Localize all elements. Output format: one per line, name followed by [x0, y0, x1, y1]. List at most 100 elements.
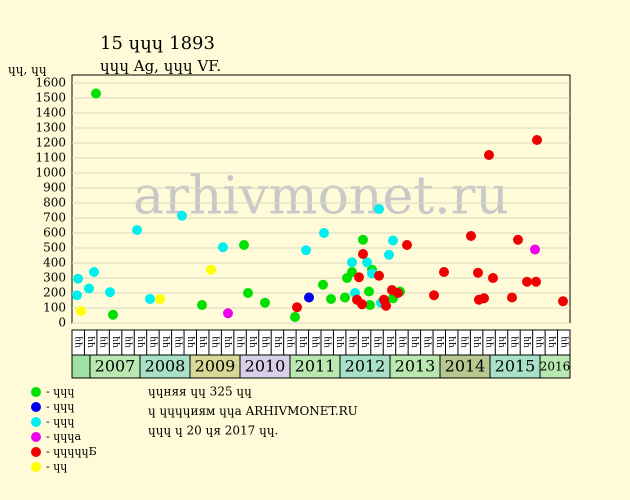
x-tick-label: 2016 [540, 360, 571, 374]
quarter-label: ɥɥ [248, 336, 258, 348]
quarter-label: ɥɥ [86, 336, 96, 348]
y-tick-label: 800 [43, 196, 66, 210]
x-tick-label: 2015 [495, 357, 536, 376]
quarter-label: ɥɥ [460, 336, 470, 348]
quarter-label: ɥɥ [360, 336, 370, 348]
data-point [522, 276, 532, 287]
data-point [73, 273, 83, 284]
legend-label: - ɥɥɥɥɥБ [46, 445, 97, 458]
data-point [402, 240, 412, 250]
data-point [318, 279, 328, 290]
quarter-label: ɥɥ [211, 336, 221, 348]
quarter-label: ɥɥ [522, 336, 532, 348]
x-tick-label: 2010 [245, 357, 286, 376]
legend-label: - ɥɥɥ [46, 385, 74, 398]
quarter-label: ɥɥ [385, 336, 395, 348]
data-point [365, 300, 375, 310]
x-tick-label: 2014 [445, 357, 486, 376]
data-point [301, 245, 311, 256]
x-tick-label: 2009 [195, 357, 236, 376]
quarter-label: ɥɥ [335, 336, 345, 348]
data-point [223, 308, 233, 319]
quarter-label: ɥɥ [260, 336, 270, 348]
quarter-label: ɥɥ [136, 336, 146, 348]
legend-marker [31, 402, 41, 412]
y-tick-label: 1300 [35, 121, 66, 135]
quarter-label: ɥɥ [223, 336, 233, 348]
x-tick-label: 2012 [345, 357, 386, 376]
data-point [319, 228, 329, 238]
quarter-label: ɥɥ [99, 336, 109, 348]
data-point [532, 135, 542, 145]
data-point [358, 249, 368, 259]
y-tick-label: 1400 [35, 106, 66, 120]
data-point [374, 270, 384, 281]
data-point [239, 240, 249, 250]
legend-label: - ɥɥɥ [46, 415, 74, 428]
quarter-label: ɥɥ [435, 336, 445, 348]
data-point [84, 283, 94, 294]
data-point [488, 273, 498, 283]
x-tick-label: 2011 [295, 357, 336, 376]
data-point [105, 287, 115, 298]
y-tick-label: 500 [43, 241, 66, 255]
x-tick-label: 2007 [95, 357, 136, 376]
y-tick-label: 0 [58, 316, 66, 330]
y-tick-label: 400 [43, 256, 66, 270]
data-point [393, 288, 403, 298]
quarter-label: ɥɥ [559, 336, 569, 348]
data-point [132, 225, 142, 235]
data-point [484, 150, 494, 160]
data-point [145, 294, 155, 304]
data-point [429, 290, 439, 301]
quarter-label: ɥɥ [509, 336, 519, 348]
data-point [155, 294, 165, 304]
y-tick-label: 1200 [35, 136, 66, 150]
quarter-label: ɥɥ [74, 336, 84, 348]
data-point [89, 267, 99, 277]
chart-subtitle: ɥɥɥ Ag, ɥɥɥ VF. [100, 57, 221, 75]
data-point [513, 234, 523, 245]
data-point [381, 300, 391, 311]
data-point [91, 88, 101, 99]
quarter-label: ɥɥ [273, 336, 283, 348]
legend-label: - ɥɥɥа [46, 430, 81, 443]
y-tick-label: 100 [43, 301, 66, 315]
data-point [218, 242, 228, 253]
quarter-label: ɥɥ [236, 336, 246, 348]
quarter-label: ɥɥ [497, 336, 507, 348]
year-cell [539, 354, 571, 379]
data-point [76, 306, 86, 316]
data-point [439, 267, 449, 277]
y-tick-label: 200 [43, 286, 66, 300]
data-point [362, 257, 372, 268]
legend-marker [31, 432, 41, 442]
quarter-label: ɥɥ [161, 336, 171, 348]
data-point [177, 210, 187, 221]
legend-marker [31, 447, 41, 457]
legend-marker [31, 462, 41, 472]
data-point [507, 292, 517, 303]
y-tick-label: 1100 [35, 151, 66, 165]
y-tick-label: 1000 [35, 166, 66, 180]
data-point [243, 288, 253, 298]
data-point [531, 276, 541, 287]
quarter-label: ɥɥ [534, 336, 544, 348]
data-point [197, 300, 207, 310]
quarter-label: ɥɥ [485, 336, 495, 348]
data-point [354, 272, 364, 283]
chart-title: 15 ɥɥɥ 1893 [100, 33, 215, 54]
note: ɥɥɥ ɥ 20 ɥя 2017 ɥɥ. [148, 424, 278, 438]
legend-label: - ɥɥɥ [46, 400, 74, 413]
data-point [340, 292, 350, 303]
data-point [290, 312, 300, 322]
data-point [260, 297, 270, 308]
data-point [347, 267, 357, 277]
y-tick-label: 300 [43, 271, 66, 285]
quarter-label: ɥɥ [373, 336, 383, 348]
data-point [304, 292, 314, 303]
data-point [358, 234, 368, 245]
data-point [326, 294, 336, 304]
quarter-label: ɥɥ [124, 336, 134, 348]
